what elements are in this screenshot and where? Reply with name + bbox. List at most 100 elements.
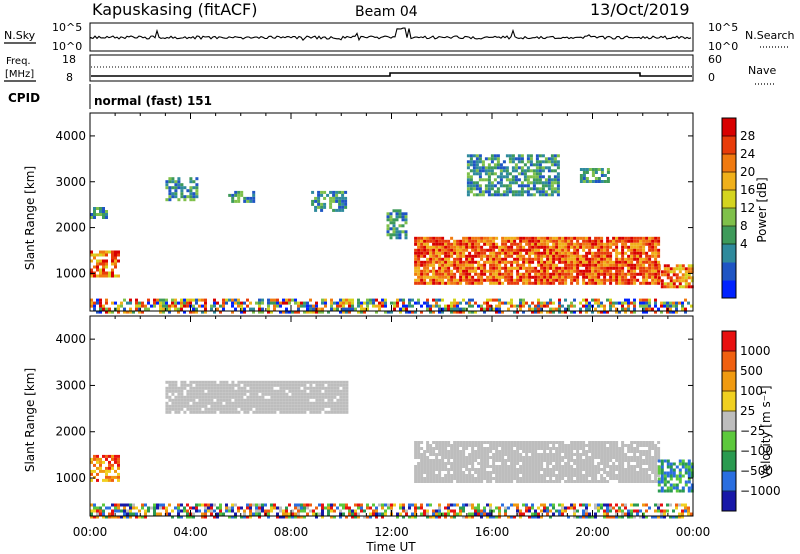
echo-cell bbox=[462, 450, 466, 453]
echo-cell bbox=[480, 441, 484, 444]
echo-cell bbox=[471, 278, 475, 282]
echo-cell bbox=[171, 509, 174, 513]
echo-cell bbox=[541, 193, 545, 197]
echo-cell bbox=[258, 509, 261, 513]
echo-cell bbox=[639, 257, 643, 261]
echo-cell bbox=[600, 444, 604, 447]
echo-cell bbox=[499, 175, 503, 179]
echo-cell bbox=[465, 263, 469, 267]
echo-cell bbox=[621, 450, 625, 453]
echo-cell bbox=[234, 395, 238, 399]
echo-cell bbox=[204, 512, 207, 516]
echo-cell bbox=[481, 178, 485, 182]
echo-cell bbox=[395, 230, 399, 234]
echo-cell bbox=[420, 281, 424, 285]
noise-right-tick-bottom: 10^0 bbox=[708, 40, 738, 53]
echo-cell bbox=[532, 172, 536, 176]
echo-cell bbox=[285, 515, 288, 519]
echo-cell bbox=[546, 281, 550, 285]
echo-cell bbox=[138, 304, 141, 308]
echo-cell bbox=[654, 254, 658, 258]
echo-cell bbox=[456, 456, 460, 459]
echo-cell bbox=[330, 506, 333, 510]
echo-cell bbox=[447, 272, 451, 276]
echo-cell bbox=[180, 386, 184, 390]
echo-cell bbox=[444, 281, 448, 285]
echo-cell bbox=[492, 260, 496, 264]
echo-cell bbox=[517, 172, 521, 176]
echo-cell bbox=[472, 169, 476, 173]
echo-cell bbox=[540, 447, 544, 450]
echo-cell bbox=[315, 310, 318, 314]
echo-cell bbox=[471, 304, 474, 308]
echo-cell bbox=[618, 477, 622, 480]
echo-cell bbox=[648, 459, 652, 462]
echo-cell bbox=[117, 304, 120, 308]
echo-cell bbox=[483, 456, 487, 459]
echo-cell bbox=[441, 236, 445, 240]
echo-cell bbox=[555, 307, 558, 311]
echo-cell bbox=[504, 444, 508, 447]
echo-cell bbox=[498, 456, 502, 459]
echo-cell bbox=[450, 465, 454, 468]
echo-cell bbox=[636, 242, 640, 246]
echo-cell bbox=[231, 506, 234, 510]
echo-cell bbox=[96, 512, 99, 516]
colorbar-segment bbox=[722, 172, 736, 191]
echo-cell bbox=[612, 236, 616, 240]
echo-cell bbox=[138, 301, 141, 305]
echo-cell bbox=[585, 480, 589, 483]
echo-cell bbox=[558, 441, 562, 444]
echo-cell bbox=[504, 447, 508, 450]
echo-cell bbox=[372, 304, 375, 308]
echo-cell bbox=[648, 441, 652, 444]
echo-cell bbox=[552, 301, 555, 305]
echo-cell bbox=[426, 257, 430, 261]
echo-cell bbox=[105, 298, 108, 302]
echo-cell bbox=[213, 407, 217, 411]
echo-cell bbox=[507, 456, 511, 459]
echo-cell bbox=[417, 462, 421, 465]
echo-cell bbox=[531, 506, 534, 510]
echo-cell bbox=[552, 474, 556, 477]
echo-cell bbox=[555, 462, 559, 465]
echo-cell bbox=[609, 465, 613, 468]
echo-cell bbox=[520, 166, 524, 170]
echo-cell bbox=[216, 386, 220, 390]
echo-cell bbox=[609, 251, 613, 255]
echo-cell bbox=[600, 447, 604, 450]
echo-cell bbox=[441, 441, 445, 444]
echo-cell bbox=[492, 441, 496, 444]
echo-cell bbox=[177, 386, 181, 390]
echo-cell bbox=[606, 236, 610, 240]
echo-cell bbox=[543, 245, 547, 249]
echo-cell bbox=[627, 239, 631, 243]
echo-cell bbox=[648, 456, 652, 459]
echo-cell bbox=[606, 462, 610, 465]
echo-cell bbox=[550, 154, 554, 158]
echo-cell bbox=[321, 307, 324, 311]
echo-cell bbox=[555, 509, 558, 513]
echo-cell bbox=[330, 380, 334, 384]
echo-cell bbox=[177, 410, 181, 414]
echo-cell bbox=[303, 392, 307, 396]
echo-cell bbox=[228, 401, 232, 405]
echo-cell bbox=[630, 263, 634, 267]
echo-cell bbox=[237, 395, 241, 399]
echo-cell bbox=[435, 468, 439, 471]
echo-cell bbox=[444, 272, 448, 276]
echo-cell bbox=[300, 380, 304, 384]
echo-cell bbox=[414, 263, 418, 267]
echo-cell bbox=[645, 257, 649, 261]
echo-cell bbox=[465, 462, 469, 465]
echo-cell bbox=[600, 266, 604, 270]
echo-cell bbox=[344, 199, 348, 203]
echo-cell bbox=[660, 270, 664, 274]
echo-cell bbox=[507, 480, 511, 483]
noise-left-label: N.Sky bbox=[4, 29, 36, 42]
echo-cell bbox=[441, 263, 445, 267]
echo-cell bbox=[528, 471, 532, 474]
echo-cell bbox=[165, 395, 169, 399]
echo-cell bbox=[507, 245, 511, 249]
echo-cell bbox=[195, 380, 199, 384]
